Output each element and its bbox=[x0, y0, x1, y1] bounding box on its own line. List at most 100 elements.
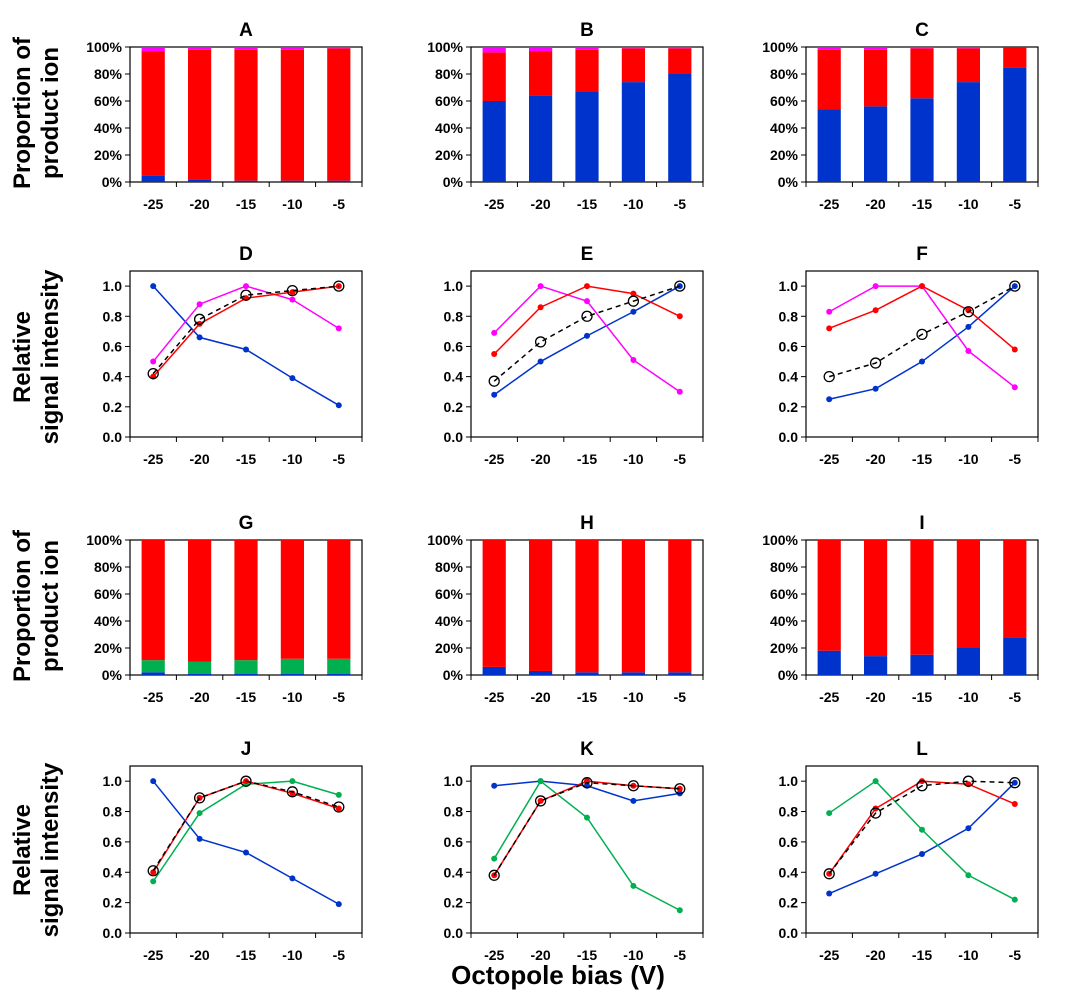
panel-k-ytick-label: 1.0 bbox=[444, 773, 464, 789]
panel-l-frame bbox=[805, 765, 1039, 934]
panel-e-point-red-3 bbox=[630, 290, 637, 297]
panel-j-point-green-0 bbox=[150, 878, 157, 885]
panel-k-point-total-3 bbox=[627, 780, 640, 792]
panel-d-point-total-2 bbox=[240, 289, 252, 301]
panel-d-ytick-label: 0.6 bbox=[103, 338, 123, 354]
panel-k-xtick-label: -10 bbox=[623, 947, 643, 963]
panel-c-bar-red-0 bbox=[817, 49, 841, 110]
panel-j-ytick-label: 0.8 bbox=[103, 804, 123, 820]
panel-d-point-blue-3 bbox=[289, 375, 296, 382]
panel-a-bar-blue-2 bbox=[234, 180, 258, 182]
panel-f-xtick-label: -15 bbox=[912, 451, 932, 467]
panel-k-point-red-4 bbox=[676, 785, 683, 792]
panel-c-ytick-label: 40% bbox=[770, 120, 799, 136]
panel-f-point-blue-0 bbox=[826, 396, 833, 403]
panel-f-title: F bbox=[916, 244, 928, 265]
panel-e-point-red-0 bbox=[491, 351, 498, 357]
panel-g-xtick-label: -5 bbox=[333, 689, 346, 705]
panel-k-point-green-3 bbox=[630, 882, 637, 889]
panel-i-bar-red-2 bbox=[910, 540, 934, 655]
panel-l-xtick-label: -15 bbox=[912, 947, 932, 963]
panel-j-xtick-label: -20 bbox=[189, 947, 209, 963]
panel-c-bar-blue-0 bbox=[817, 109, 841, 182]
panel-l-ytick-label: 0.6 bbox=[779, 834, 799, 850]
panel-b-title: B bbox=[580, 20, 594, 41]
x-axis-label: Octopole bias (V) bbox=[451, 960, 665, 990]
panel-d-point-total-1 bbox=[193, 313, 206, 325]
panel-k-xtick-label: -20 bbox=[530, 947, 550, 963]
panel-h-bar-blue-0 bbox=[482, 666, 506, 675]
panel-b-ytick-label: 0% bbox=[443, 174, 464, 190]
panel-j-point-blue-3 bbox=[289, 875, 296, 882]
panel-c-ytick-label: 80% bbox=[770, 66, 799, 82]
panel-l-line-total bbox=[828, 780, 1015, 875]
panel-h-bar-red-4 bbox=[668, 540, 692, 673]
panel-d-point-blue-0 bbox=[150, 283, 157, 290]
panel-f-ytick-label: 0.2 bbox=[779, 399, 799, 415]
panel-l-xtick-label: -5 bbox=[1009, 947, 1022, 963]
panel-a-xtick-label: -15 bbox=[236, 196, 256, 212]
panel-a-xtick-label: -5 bbox=[333, 196, 346, 212]
panel-e-ytick-label: 0.0 bbox=[444, 429, 464, 445]
panel-i-xtick-label: -15 bbox=[912, 689, 932, 705]
panel-a-bar-magenta-2 bbox=[234, 47, 258, 50]
panel-k-frame bbox=[470, 765, 704, 934]
panel-l-point-blue-2 bbox=[919, 851, 925, 858]
panel-h-ytick-label: 80% bbox=[435, 559, 464, 575]
panel-e-title: E bbox=[581, 244, 594, 265]
panel-l-xtick-label: -25 bbox=[819, 947, 839, 963]
panel-e-point-total-0 bbox=[488, 375, 500, 387]
panel-g-bar-green-0 bbox=[141, 660, 165, 673]
panel-e-ytick-label: 0.6 bbox=[444, 338, 464, 354]
panel-e-point-total-3 bbox=[627, 295, 640, 307]
panel-b-ytick-label: 40% bbox=[435, 120, 464, 136]
panel-f-xtick-label: -25 bbox=[819, 451, 839, 467]
panel-a-bar-red-3 bbox=[280, 49, 304, 181]
y-label-intensity-top-line2: signal intensity bbox=[37, 269, 64, 444]
panel-a: A 0% 20% 40% 60% 80% 100% -25 -20 -15 -10 -5 bbox=[86, 20, 363, 212]
panel-g-title: G bbox=[239, 513, 254, 534]
panel-e-xtick-label: -5 bbox=[674, 451, 687, 467]
panel-k-xtick-label: -15 bbox=[577, 947, 597, 963]
panel-b-bar-red-1 bbox=[529, 51, 553, 96]
panel-k-point-green-1 bbox=[537, 778, 544, 785]
panel-i-ytick-label: 60% bbox=[770, 586, 799, 602]
panel-g-ytick-label: 40% bbox=[94, 613, 123, 629]
panel-k-point-total-0 bbox=[488, 869, 500, 881]
panel-a-bar-red-4 bbox=[327, 48, 351, 181]
panel-i-bar-blue-0 bbox=[817, 650, 841, 675]
panel-k-point-green-4 bbox=[676, 907, 683, 914]
panel-b-bar-blue-1 bbox=[529, 95, 553, 182]
panel-d-point-total-0 bbox=[147, 367, 159, 380]
panel-d: D 0.0 0.2 0.4 0.6 0.8 1.0 -25 -20 -15 -10 -5 bbox=[103, 244, 363, 467]
panel-d-point-magenta-0 bbox=[150, 358, 157, 365]
panel-a-bar-magenta-1 bbox=[188, 47, 212, 50]
y-label-proportion-top-line2: product ion bbox=[37, 47, 64, 179]
panel-k-line-red bbox=[493, 780, 680, 876]
panel-e-point-blue-0 bbox=[491, 391, 498, 398]
panel-b-xtick-label: -25 bbox=[484, 196, 504, 212]
panel-h-xtick-label: -5 bbox=[674, 689, 687, 705]
panel-h-xtick-label: -10 bbox=[623, 689, 643, 705]
panel-h-title: H bbox=[580, 513, 594, 534]
panel-i-ytick-label: 80% bbox=[770, 559, 799, 575]
panel-g-xtick-label: -25 bbox=[143, 689, 163, 705]
panel-h-bar-red-0 bbox=[482, 540, 506, 667]
panel-h-bar-blue-3 bbox=[621, 672, 645, 675]
panel-d-point-magenta-4 bbox=[335, 325, 342, 332]
panel-i-title: I bbox=[919, 513, 924, 534]
panel-c-bar-blue-4 bbox=[1003, 67, 1027, 182]
panel-j-point-total-4 bbox=[333, 801, 345, 813]
panel-h-ytick-label: 40% bbox=[435, 613, 464, 629]
panel-l-point-total-4 bbox=[1009, 777, 1021, 789]
panel-c-ytick-label: 100% bbox=[762, 39, 798, 55]
panel-d-xtick-label: -10 bbox=[282, 451, 302, 467]
panel-f: F 0.0 0.2 0.4 0.6 0.8 1.0 -25 -20 -15 -10 -5 bbox=[779, 244, 1039, 467]
panel-c-ytick-label: 60% bbox=[770, 93, 799, 109]
panel-l-point-blue-0 bbox=[826, 890, 833, 897]
panel-h-xtick-label: -15 bbox=[577, 689, 597, 705]
panel-e-point-magenta-3 bbox=[630, 357, 637, 364]
panel-i-bar-blue-1 bbox=[864, 656, 888, 675]
panel-f-point-red-1 bbox=[872, 307, 879, 314]
panel-f-point-magenta-3 bbox=[965, 347, 972, 354]
